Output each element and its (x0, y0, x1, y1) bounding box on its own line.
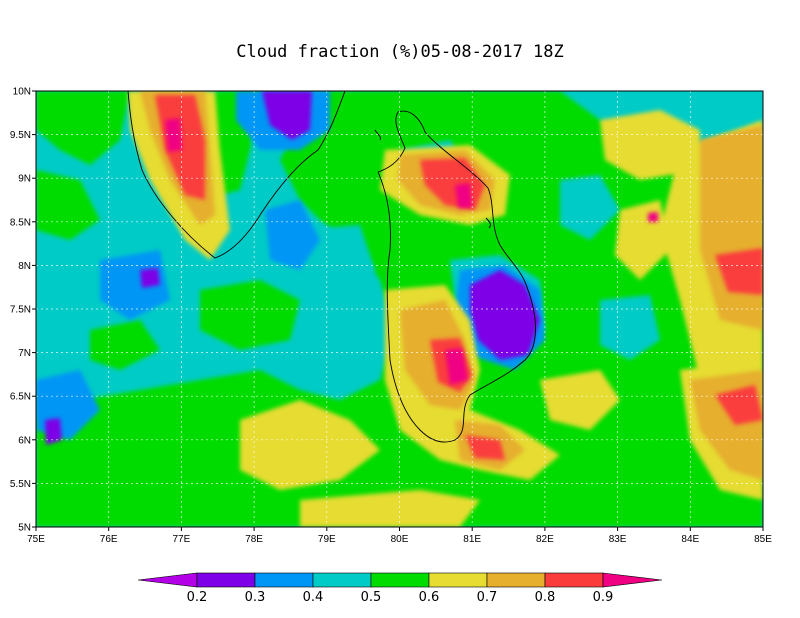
colorbar-box (370, 572, 430, 588)
colorbar-label: 0.8 (535, 590, 556, 605)
x-tick-label: 76E (100, 534, 118, 545)
y-tick-label: 9N (18, 174, 31, 185)
level-0.9-regions (165, 118, 658, 385)
colorbar: 0.2 0.3 0.4 0.5 0.6 0.7 0.8 0.9 (137, 572, 663, 605)
x-tick-label: 75E (27, 534, 45, 545)
y-tick-label: 6.5N (10, 392, 31, 403)
y-tick-label: 7.5N (10, 305, 31, 316)
x-tick-label: 79E (318, 534, 336, 545)
x-tick-label: 83E (609, 534, 627, 545)
colorbar-box (254, 572, 314, 588)
y-tick-label: 6N (18, 435, 31, 446)
x-tick-label: 77E (173, 534, 191, 545)
y-tick-label: 5.5N (10, 479, 31, 490)
x-tick-label: 81E (463, 534, 481, 545)
y-tick-label: 10N (13, 87, 31, 98)
colorbar-max-triangle (602, 572, 663, 588)
coastline (127, 91, 536, 443)
colorbar-label: 0.4 (303, 590, 324, 605)
colorbar-label: 0.5 (361, 590, 382, 605)
level-0.2-regions (45, 91, 540, 445)
x-axis: 75E 76E 77E 78E 79E 80E 81E 82E 83E 84E 85E (27, 527, 772, 545)
colorbar-label: 0.3 (245, 590, 266, 605)
x-tick-label: 82E (536, 534, 554, 545)
colorbar-min-triangle (137, 572, 198, 588)
colorbar-label: 0.6 (419, 590, 440, 605)
grid-lines (36, 91, 763, 527)
colorbar-label: 0.2 (187, 590, 208, 605)
x-tick-label: 84E (681, 534, 699, 545)
y-tick-label: 5N (18, 523, 31, 534)
colorbar-label: 0.9 (593, 590, 614, 605)
colorbar-box (544, 572, 604, 588)
x-tick-label: 85E (754, 534, 772, 545)
y-tick-label: 8N (18, 261, 31, 272)
colorbar-box (428, 572, 488, 588)
colorbar-box (486, 572, 546, 588)
y-tick-label: 9.5N (10, 130, 31, 141)
x-tick-label: 78E (245, 534, 263, 545)
y-axis: 5N 5.5N 6N 6.5N 7N 7.5N 8N 8.5N 9N 9.5N 10N (10, 87, 36, 534)
colorbar-box (196, 572, 256, 588)
cloud-field (36, 91, 763, 527)
y-tick-label: 8.5N (10, 217, 31, 228)
colorbar-label: 0.7 (477, 590, 498, 605)
map-title: Cloud fraction (%)05-08-2017 18Z (236, 42, 564, 62)
x-tick-label: 80E (391, 534, 409, 545)
colorbar-box (312, 572, 372, 588)
y-tick-label: 7N (18, 348, 31, 359)
